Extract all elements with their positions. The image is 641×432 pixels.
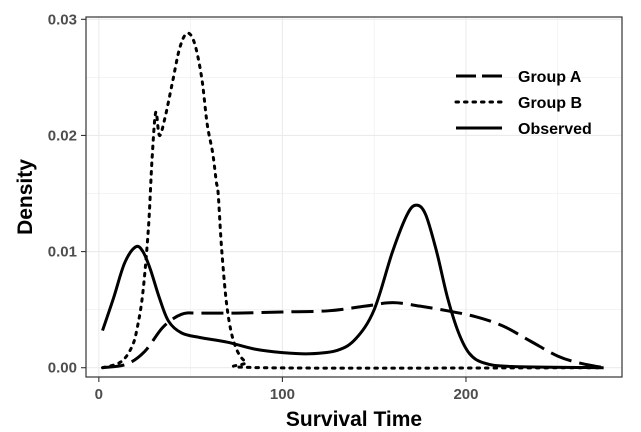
y-axis-title: Density <box>14 159 37 235</box>
legend-label-group-b: Group B <box>518 95 582 112</box>
x-tick-label: 200 <box>453 386 478 403</box>
x-tick-label: 0 <box>95 386 103 403</box>
legend: Group A Group B Observed <box>454 69 592 138</box>
series-lines <box>101 31 606 370</box>
x-axis-title: Survival Time <box>286 408 422 431</box>
y-tick-label: 0.02 <box>48 127 77 144</box>
legend-label-observed: Observed <box>518 121 592 138</box>
y-tick-label: 0.00 <box>48 360 77 377</box>
x-axis-ticks: 0 100 200 <box>95 377 478 403</box>
minor-gridlines <box>86 17 622 377</box>
legend-label-group-a: Group A <box>518 69 582 86</box>
y-tick-label: 0.03 <box>48 11 77 28</box>
y-axis-ticks: 0.00 0.01 0.02 0.03 <box>48 11 86 377</box>
x-tick-label: 100 <box>270 386 295 403</box>
y-tick-label: 0.01 <box>48 244 77 261</box>
plot-panel-border <box>85 16 623 378</box>
series-line-observed <box>101 203 604 370</box>
series-line-group-a <box>102 301 604 370</box>
